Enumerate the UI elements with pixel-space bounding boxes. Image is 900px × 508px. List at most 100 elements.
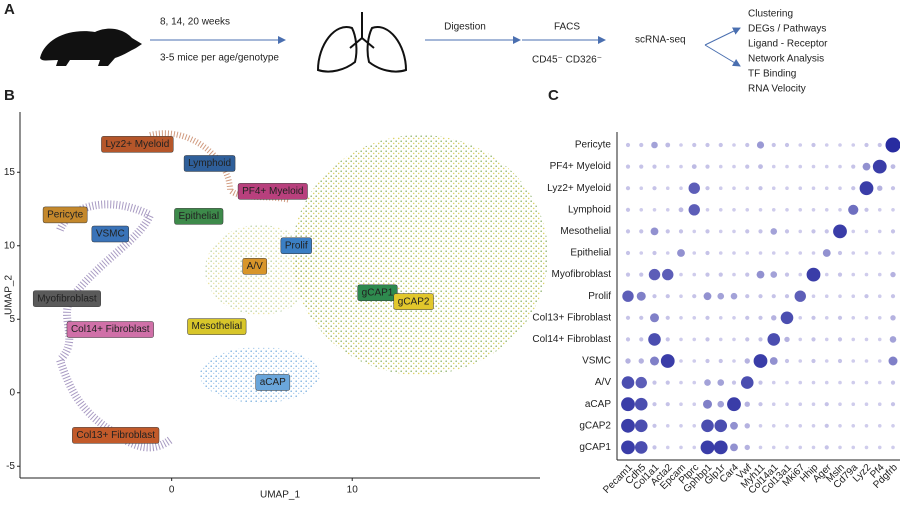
dot xyxy=(719,273,723,277)
dot xyxy=(639,358,644,363)
dot xyxy=(717,401,724,408)
dot xyxy=(745,294,749,298)
dot xyxy=(622,291,633,302)
dot xyxy=(692,164,697,169)
dot xyxy=(785,186,789,190)
dot xyxy=(679,338,683,342)
dot xyxy=(878,381,882,385)
dot xyxy=(754,354,768,368)
dot xyxy=(770,271,777,278)
dot xyxy=(689,183,700,194)
dot xyxy=(878,316,882,320)
dot xyxy=(679,446,683,450)
dot xyxy=(666,446,670,450)
dot xyxy=(719,230,723,234)
row-label: VSMC xyxy=(582,356,611,367)
dot xyxy=(745,445,750,450)
dot xyxy=(772,251,776,255)
dot xyxy=(785,381,789,385)
dot xyxy=(648,333,661,346)
dot xyxy=(770,357,778,365)
dot xyxy=(851,402,855,406)
x-axis-title: UMAP_1 xyxy=(260,490,300,501)
dot xyxy=(890,336,897,343)
dot xyxy=(848,205,858,215)
dot xyxy=(705,316,709,320)
dot xyxy=(666,337,670,341)
dot xyxy=(878,424,882,428)
dot xyxy=(731,293,738,300)
cluster-label: Col13+ Fibroblast xyxy=(72,427,159,443)
dot xyxy=(798,338,802,342)
dot xyxy=(864,208,868,212)
cluster-label: Myofibroblast xyxy=(33,291,100,307)
row-label: gCAP1 xyxy=(579,442,611,453)
dot xyxy=(878,338,882,342)
dot xyxy=(812,251,816,255)
dot xyxy=(851,143,855,147)
dot xyxy=(679,165,683,169)
dot xyxy=(758,186,762,190)
dot xyxy=(719,143,723,147)
row-label: Lyz2+ Myeloid xyxy=(547,183,611,194)
dot xyxy=(891,446,895,450)
dot xyxy=(679,273,683,277)
dot xyxy=(785,229,789,233)
dot xyxy=(679,229,683,233)
dot xyxy=(626,165,630,169)
dot xyxy=(798,316,802,320)
analysis: Clustering xyxy=(748,9,793,20)
y-tick-label: 10 xyxy=(4,240,16,251)
row-label: Epithelial xyxy=(570,248,611,259)
dot xyxy=(798,446,802,450)
dot xyxy=(812,446,816,450)
dot xyxy=(745,186,749,190)
dot xyxy=(732,186,736,190)
dot xyxy=(666,208,670,212)
dot xyxy=(811,337,815,341)
digestion: Digestion xyxy=(444,22,486,33)
dot xyxy=(825,165,829,169)
dot xyxy=(865,316,869,320)
dot xyxy=(825,338,829,342)
dot xyxy=(891,251,895,255)
dot xyxy=(745,208,749,212)
dot xyxy=(639,165,643,169)
dot xyxy=(864,143,868,147)
dot xyxy=(745,402,750,407)
dot xyxy=(666,381,670,385)
dot xyxy=(732,208,736,212)
dot xyxy=(666,294,670,298)
dot xyxy=(865,381,869,385)
dot xyxy=(745,143,749,147)
row-label: Myofibroblast xyxy=(552,269,612,280)
dot xyxy=(851,186,855,190)
dot xyxy=(878,230,882,234)
dot xyxy=(772,143,776,147)
dot xyxy=(823,249,831,257)
dot xyxy=(639,229,643,233)
cluster-label: Pericyte xyxy=(43,207,87,223)
dot xyxy=(865,446,869,450)
cluster-label: Lymphoid xyxy=(184,155,235,171)
cluster-name: Epithelial xyxy=(178,211,219,222)
dot xyxy=(666,251,670,255)
dot xyxy=(772,446,776,450)
dot xyxy=(745,358,750,363)
cluster-label: Lyz2+ Myeloid xyxy=(101,136,173,152)
dot xyxy=(878,143,882,147)
dot xyxy=(717,379,724,386)
dot xyxy=(621,397,635,411)
dot xyxy=(838,294,842,298)
dot xyxy=(732,359,736,363)
row-label: Col14+ Fibroblast xyxy=(532,334,611,345)
cluster-name: Col14+ Fibroblast xyxy=(71,324,150,335)
dot xyxy=(825,294,829,298)
dot xyxy=(692,424,696,428)
dot xyxy=(772,165,776,169)
cluster-name: VSMC xyxy=(96,229,125,240)
dot xyxy=(717,293,724,300)
dot xyxy=(825,143,829,147)
dot xyxy=(785,424,789,428)
dot xyxy=(785,402,789,406)
